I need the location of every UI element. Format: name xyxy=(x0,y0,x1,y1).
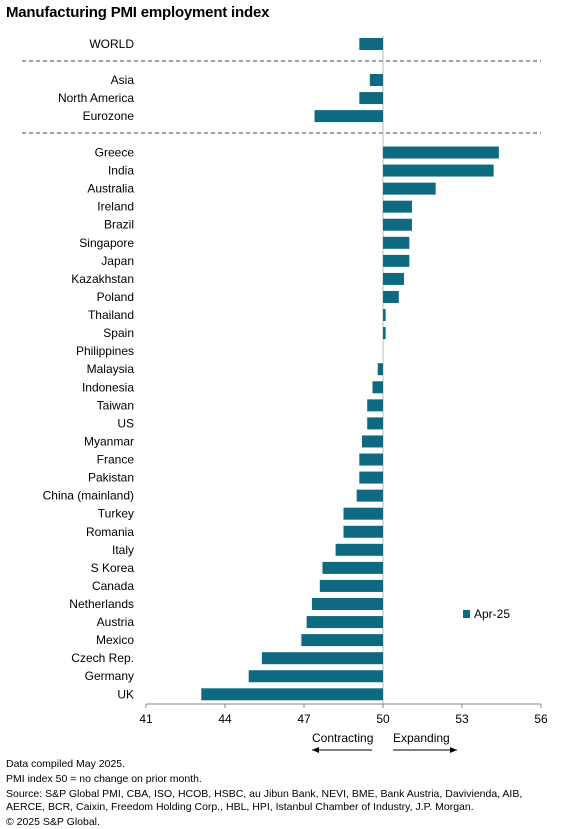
category-label: Italy xyxy=(112,543,134,557)
footnote-pmi-definition: PMI index 50 = no change on prior month. xyxy=(6,773,202,785)
bar xyxy=(369,74,383,86)
bar xyxy=(383,218,412,231)
bar xyxy=(306,616,383,629)
bar xyxy=(201,688,383,701)
x-tick-label: 56 xyxy=(534,712,548,726)
bar xyxy=(343,525,383,538)
category-label: North America xyxy=(58,91,134,105)
category-label: Philippines xyxy=(76,344,134,358)
bar xyxy=(383,272,405,285)
footnote-copyright: © 2025 S&P Global. xyxy=(6,816,100,828)
bar xyxy=(361,435,383,448)
category-label: Ireland xyxy=(97,200,134,214)
x-tick-label: 47 xyxy=(297,712,311,726)
legend-label: Apr-25 xyxy=(474,607,510,621)
bar xyxy=(383,309,386,322)
chart-title: Manufacturing PMI employment index xyxy=(6,4,270,21)
category-label: Turkey xyxy=(98,507,134,521)
category-label: Indonesia xyxy=(82,380,134,394)
category-label: India xyxy=(108,164,134,178)
category-label: France xyxy=(97,453,135,467)
bar xyxy=(359,92,383,105)
category-label: Taiwan xyxy=(97,398,134,412)
category-label: Czech Rep. xyxy=(71,651,134,665)
category-label: Eurozone xyxy=(83,109,135,123)
category-label: Myanmar xyxy=(84,434,134,448)
legend-swatch xyxy=(463,610,470,618)
category-label: Kazakhstan xyxy=(71,272,134,286)
bar xyxy=(319,579,383,592)
bar xyxy=(359,38,383,50)
expanding-label: Expanding xyxy=(393,731,450,745)
category-label: Canada xyxy=(92,579,134,593)
bar xyxy=(359,453,383,466)
category-label: Netherlands xyxy=(69,597,134,611)
bar xyxy=(356,489,383,502)
bar xyxy=(383,200,412,213)
category-label: Malaysia xyxy=(87,362,135,376)
contracting-arrow-head xyxy=(312,747,319,753)
category-label: Austria xyxy=(97,615,135,629)
x-tick-label: 44 xyxy=(218,712,232,726)
category-label: Japan xyxy=(101,254,134,268)
bar xyxy=(372,381,383,394)
bar xyxy=(248,670,383,683)
x-tick-label: 50 xyxy=(376,712,390,726)
category-label: Pakistan xyxy=(88,471,134,485)
category-label: Spain xyxy=(103,326,134,340)
category-label: S Korea xyxy=(91,561,135,575)
category-label: China (mainland) xyxy=(43,489,134,503)
bar xyxy=(311,598,383,610)
bar xyxy=(343,507,383,520)
contracting-label: Contracting xyxy=(312,731,374,745)
bar xyxy=(301,634,383,647)
category-label: Mexico xyxy=(96,633,134,647)
bar xyxy=(377,363,383,376)
category-label: Greece xyxy=(95,146,135,160)
footnote-source-2: AERCE, BCR, Caixin, Freedom Holding Corp… xyxy=(6,801,474,813)
expanding-arrow-head xyxy=(450,747,457,753)
bar xyxy=(383,236,410,249)
bar xyxy=(261,652,383,665)
category-label: Germany xyxy=(85,669,134,683)
bar xyxy=(359,471,383,484)
bar xyxy=(383,290,399,303)
x-tick-label: 53 xyxy=(455,712,469,726)
bar xyxy=(335,543,383,556)
category-label: Asia xyxy=(111,73,135,87)
bar xyxy=(383,182,436,195)
category-label: Thailand xyxy=(88,308,134,322)
category-label: Singapore xyxy=(79,236,134,250)
bar xyxy=(367,399,383,412)
category-label: WORLD xyxy=(89,37,134,51)
bar xyxy=(322,561,383,574)
footnote-compiled: Data compiled May 2025. xyxy=(6,758,126,770)
category-label: Poland xyxy=(97,290,134,304)
category-label: UK xyxy=(117,687,134,701)
category-label: US xyxy=(117,416,134,430)
bar xyxy=(314,110,383,123)
bar xyxy=(367,417,383,430)
bar xyxy=(383,327,386,340)
bar xyxy=(383,164,494,177)
x-tick-label: 41 xyxy=(139,712,153,726)
category-label: Brazil xyxy=(104,218,134,232)
bar xyxy=(383,254,410,267)
category-label: Romania xyxy=(86,525,134,539)
bar-chart: WORLD Asia North America Eurozone Greece Indi… xyxy=(22,36,548,753)
footnote-source-1: Source: S&P Global PMI, CBA, ISO, HCOB, … xyxy=(6,788,523,800)
bar xyxy=(383,146,499,159)
category-label: Australia xyxy=(87,182,134,196)
